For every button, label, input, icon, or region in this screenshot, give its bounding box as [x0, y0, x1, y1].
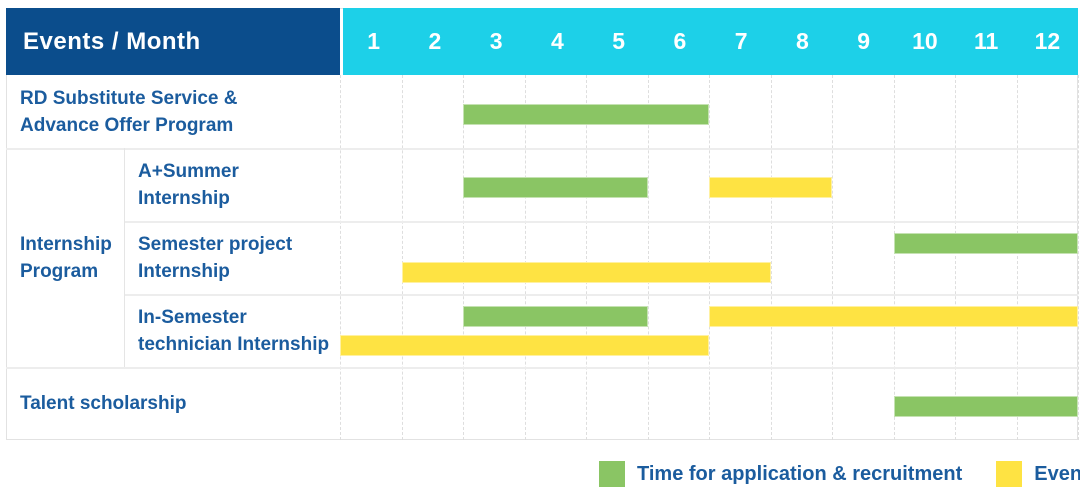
row-separator [6, 367, 1078, 369]
row-label-line: Semester project [138, 233, 293, 255]
table-row: Talent scholarship [6, 367, 1078, 440]
table-row: Semester project Internship [6, 221, 1078, 294]
month-header-5: 5 [612, 28, 626, 54]
row-label-line: Internship [138, 260, 230, 282]
month-gridline [893, 75, 895, 440]
row-label: RD Substitute Service & Advance Offer Pro… [20, 75, 238, 148]
month-gridline [524, 75, 526, 440]
month-header-11: 11 [973, 28, 999, 54]
row-label-line: A+Summer [138, 160, 239, 182]
event-bar [709, 306, 1078, 327]
application-bar [463, 306, 648, 327]
group-label-line: Program [20, 260, 99, 282]
month-header-7: 7 [734, 28, 748, 54]
month-gridline [770, 75, 772, 440]
application-bar [463, 104, 709, 125]
month-gridline [401, 75, 403, 440]
month-header-1: 1 [367, 28, 381, 54]
month-header-12: 12 [1034, 28, 1061, 54]
row-label-line: RD Substitute Service & [20, 87, 238, 109]
month-gridline [586, 75, 587, 440]
month-header-6: 6 [673, 28, 687, 54]
group-cell-internship-program: Internship Program [6, 148, 124, 367]
row-separator [124, 221, 1078, 223]
events-month-header-label: Events / Month [23, 27, 201, 55]
legend-swatch-green-icon [599, 461, 625, 487]
legend-swatch-yellow-icon [996, 461, 1023, 487]
application-bar [893, 233, 1078, 254]
month-gridline [832, 75, 833, 440]
month-gridline [1078, 75, 1079, 440]
row-separator [6, 148, 1078, 150]
legend-item-events: Events [996, 461, 1080, 487]
row-label: Semester project Internship [138, 221, 292, 294]
table-row: In-Semester technician Internship [6, 294, 1078, 367]
month-header-4: 4 [550, 28, 564, 54]
month-gridline [955, 75, 956, 440]
month-gridline [1016, 75, 1018, 440]
row-label: A+Summer Internship [138, 148, 239, 221]
legend-label-application: Time for application & recruitment [637, 462, 963, 485]
schedule-table: Events / Month 1 2 3 4 5 6 7 8 9 10 11 12 Internshi… [6, 8, 1079, 440]
application-bar [463, 177, 648, 198]
group-label-line: Internship [20, 233, 112, 255]
row-label-line: In-Semester [138, 306, 247, 328]
row-label: Talent scholarship [20, 367, 186, 440]
event-bar [340, 335, 709, 356]
table-row: RD Substitute Service & Advance Offer Pro… [6, 75, 1078, 148]
events-month-header-cell: Events / Month [6, 8, 340, 75]
row-label-line: Advance Offer Program [20, 114, 234, 136]
group-column-divider [124, 148, 125, 367]
table-row: A+Summer Internship [6, 148, 1078, 221]
event-bar [709, 177, 832, 198]
month-gridline [709, 75, 710, 440]
month-header-9: 9 [857, 28, 871, 54]
month-header-8: 8 [795, 28, 809, 54]
legend-label-events: Events [1034, 462, 1080, 485]
event-bar [401, 262, 771, 283]
row-label-line: Talent scholarship [20, 393, 187, 414]
legend: Time for application & recruitment Event… [599, 461, 1080, 487]
month-header-10: 10 [912, 28, 938, 54]
row-label-line: Internship [138, 187, 230, 209]
month-header-2: 2 [428, 28, 442, 54]
month-header-row: 1 2 3 4 5 6 7 8 9 10 11 12 [343, 8, 1078, 75]
legend-item-application: Time for application & recruitment [599, 461, 962, 487]
month-gridline [463, 75, 464, 440]
row-label: In-Semester technician Internship [138, 294, 329, 367]
application-bar [893, 396, 1078, 417]
row-separator [124, 294, 1078, 296]
month-gridline [340, 75, 341, 440]
month-header-3: 3 [489, 28, 503, 54]
row-label-line: technician Internship [138, 333, 330, 355]
month-gridline [647, 75, 649, 440]
